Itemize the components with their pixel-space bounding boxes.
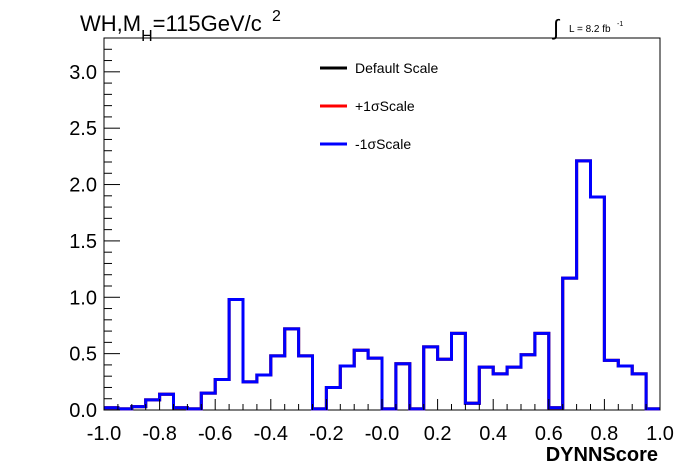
series-layer [104, 159, 660, 411]
chart-title: WH,MH=115GeV/c [80, 11, 262, 45]
x-tick-label: -0.8 [142, 423, 176, 445]
x-tick-label: -0.0 [365, 423, 399, 445]
x-tick-label: -0.4 [254, 423, 288, 445]
y-tick-label: 0.5 [69, 344, 97, 366]
x-tick-label: -0.2 [309, 423, 343, 445]
lumi-label-superscript: -1 [617, 21, 623, 28]
x-tick-label: 0.8 [590, 423, 618, 445]
series-line-2 [104, 159, 660, 411]
y-tick-label: 2.0 [69, 175, 97, 197]
x-tick-label: -1.0 [87, 423, 121, 445]
legend-label-0: Default Scale [355, 60, 438, 76]
y-tick-label: 0.0 [69, 400, 97, 422]
lumi-integral-sign: ∫ [551, 15, 561, 40]
legend-label-1: +1σScale [355, 98, 415, 114]
legend: Default Scale +1σScale -1σScale [320, 60, 438, 152]
chart-title-main: WH,M [80, 11, 141, 36]
x-tick-label: 1.0 [646, 423, 674, 445]
y-tick-label: 3.0 [69, 62, 97, 84]
y-tick-label: 2.5 [69, 118, 97, 140]
x-tick-label: 0.4 [479, 423, 507, 445]
legend-label-2: -1σScale [355, 136, 411, 152]
x-axis-label: DYNNScore [546, 444, 658, 466]
y-tick-label: 1.0 [69, 287, 97, 309]
chart-title-rest: =115GeV/c [153, 11, 262, 36]
chart-title-superscript: 2 [272, 8, 281, 25]
ticks-layer: -1.0 -0.8 -0.6 -0.4 -0.2 -0.0 0.2 0.4 0.6 0.8 1.0 0… [69, 37, 674, 445]
chart-title-subscript: H [141, 28, 153, 45]
x-tick-label: 0.6 [535, 423, 563, 445]
y-tick-label: 1.5 [69, 231, 97, 253]
lumi-label: L = 8.2 fb [569, 24, 611, 35]
x-tick-label: -0.6 [198, 423, 232, 445]
x-tick-label: 0.2 [424, 423, 452, 445]
